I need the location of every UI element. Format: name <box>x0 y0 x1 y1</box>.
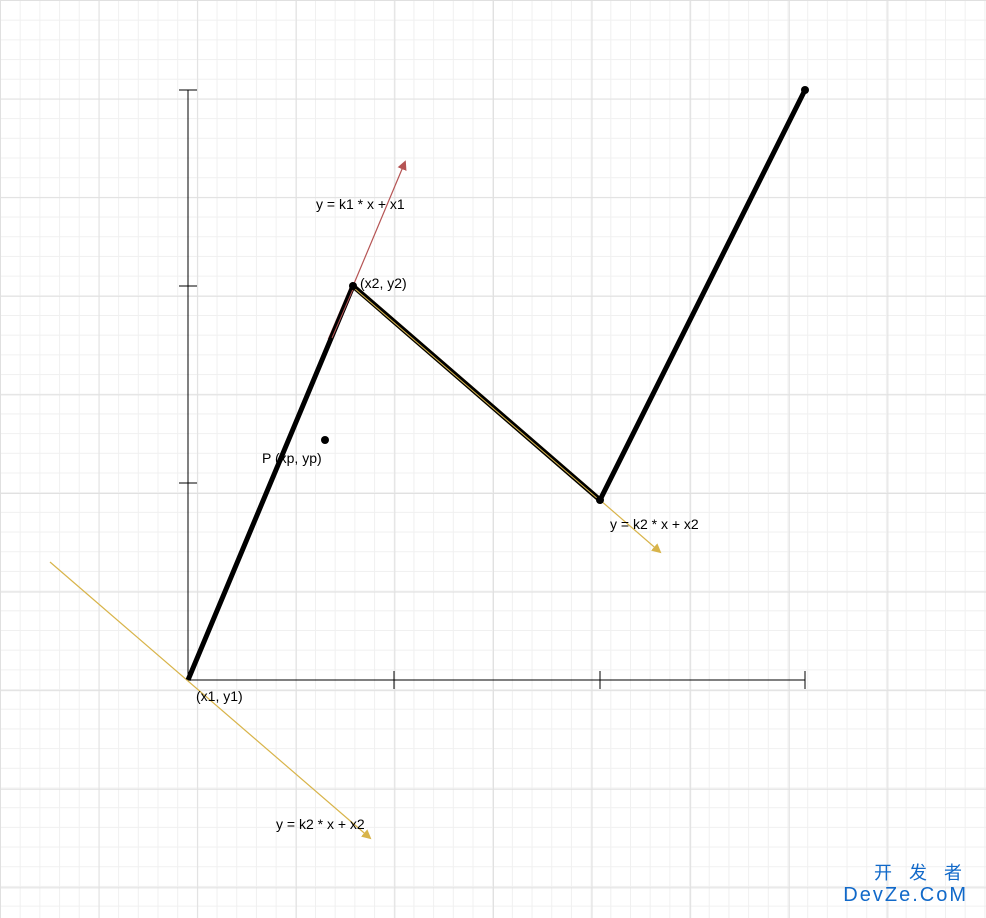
watermark: 开 发 者 DevZe.CoM <box>843 864 968 906</box>
k1-arrow <box>353 162 405 286</box>
label-origin: (x1, y1) <box>196 688 243 704</box>
vertex-dot <box>596 496 604 504</box>
diagram-svg <box>0 0 986 918</box>
axes <box>179 90 805 689</box>
label-point-p: P (xp, yp) <box>262 450 322 466</box>
watermark-line2: DevZe.CoM <box>843 884 968 906</box>
label-eq-k2-bottom: y = k2 * x + x2 <box>276 816 365 832</box>
label-eq-k1: y = k1 * x + x1 <box>316 196 405 212</box>
data-polyline <box>188 90 805 680</box>
seg-red-overlay <box>332 287 354 338</box>
label-eq-k2-top: y = k2 * x + x2 <box>610 516 699 532</box>
watermark-line1: 开 发 者 <box>843 864 968 884</box>
seg-gold-overlay <box>354 288 598 499</box>
vertex-dot <box>349 282 357 290</box>
point-p-dot <box>321 436 329 444</box>
label-peak: (x2, y2) <box>360 275 407 291</box>
vertex-dot <box>801 86 809 94</box>
